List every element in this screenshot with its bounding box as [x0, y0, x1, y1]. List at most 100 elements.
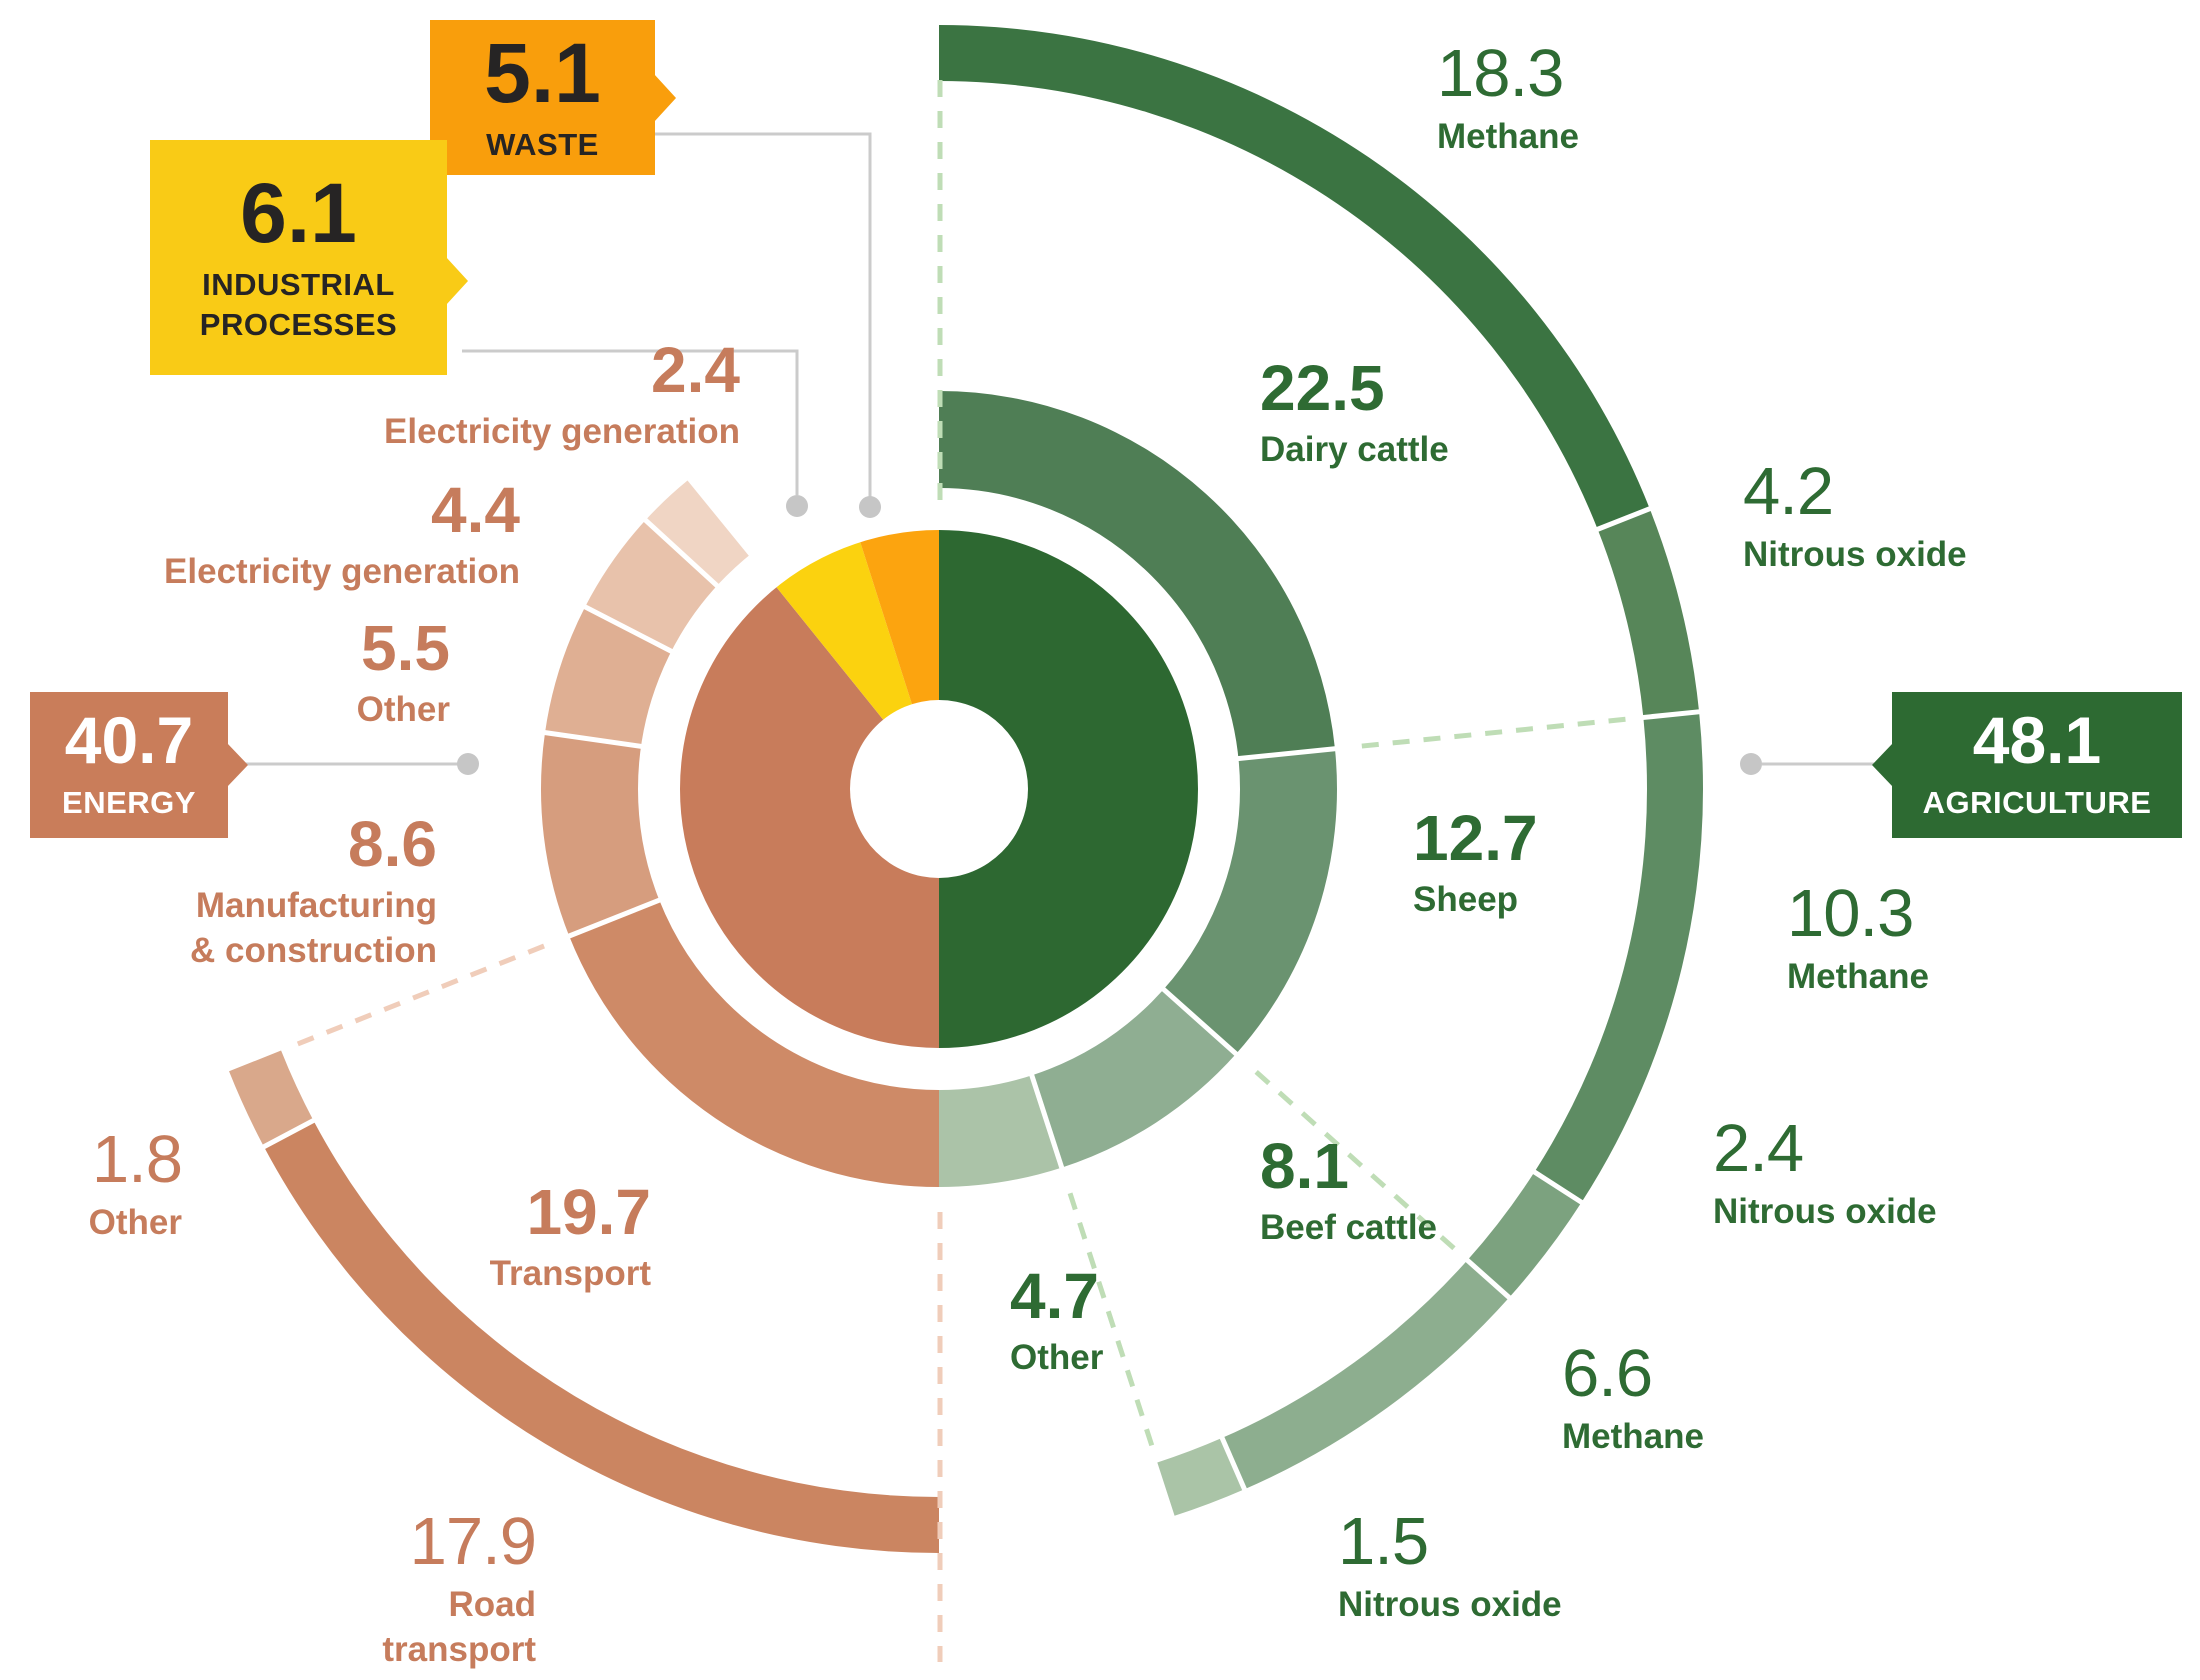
segment-divider: [639, 514, 724, 593]
label-energy-transport: 19.7 Transport: [490, 1180, 651, 1297]
callout-pointer-icon: [1872, 743, 1893, 787]
connector-dot-icon: [457, 753, 479, 775]
label-value: 4.4: [431, 474, 520, 546]
group-dashed-line: [1067, 1192, 1157, 1454]
label-energy-road-transport: 17.9 Road transport: [382, 1504, 537, 1673]
segment-divider: [1027, 1067, 1066, 1175]
energy-label: ENERGY: [62, 785, 196, 821]
center-hole: [850, 700, 1028, 878]
segment-divider: [562, 895, 667, 941]
pie-agriculture: [939, 529, 1199, 1049]
label-name: Other: [1010, 1338, 1104, 1377]
label-agri-sheep-methane: 10.3 Methane: [1787, 880, 1929, 1000]
segment-divider: [1637, 708, 1706, 721]
segment-divider: [538, 729, 649, 750]
segment-divider: [1156, 982, 1243, 1060]
waste-label: WASTE: [486, 126, 599, 162]
group-dashed-line: [289, 943, 545, 1050]
connector-dot-icon: [1740, 753, 1762, 775]
label-name: Electricity generation: [164, 552, 520, 591]
outer-beef-cattle-methane: [1222, 1260, 1510, 1490]
segment-divider: [257, 1115, 320, 1152]
mid-manufacturing-construction: [540, 732, 661, 937]
label-agri-dairy: 22.5 Dairy cattle: [1260, 356, 1449, 473]
label-agri-sheep-nitrous: 2.4 Nitrous oxide: [1713, 1115, 1937, 1235]
label-value: 6.6: [1562, 1336, 1653, 1411]
label-value: 22.5: [1260, 352, 1385, 424]
label-agri-beef-methane: 6.6 Methane: [1562, 1340, 1704, 1460]
label-agri-other: 4.7 Other: [1010, 1264, 1103, 1381]
callout-pointer-icon: [654, 73, 676, 122]
label-energy-manufacturing: 8.6 Manufacturing & construction: [190, 812, 437, 974]
label-energy-electricity: 4.4 Electricity generation: [164, 478, 520, 595]
label-name: Nitrous oxide: [1743, 535, 1967, 574]
outer-beef-cattle-nitrous-oxide: [1157, 1437, 1245, 1516]
segment-divider: [1528, 1166, 1588, 1208]
inner-white-ring: [638, 488, 1240, 1090]
connector-dot-icon: [786, 495, 808, 517]
label-value: 1.8: [91, 1122, 183, 1197]
label-value: 10.3: [1787, 876, 1914, 951]
label-value: 8.1: [1260, 1130, 1349, 1202]
label-name: Nitrous oxide: [1338, 1585, 1562, 1624]
label-energy-other-outer: 1.8 Other: [88, 1122, 183, 1246]
label-value: 4.2: [1743, 454, 1834, 529]
label-name: Nitrous oxide: [1713, 1192, 1937, 1231]
segment-divider: [1217, 1431, 1250, 1496]
label-name: Methane: [1437, 117, 1579, 156]
label-value: 12.7: [1413, 802, 1538, 874]
segment-divider: [1591, 504, 1657, 534]
waste-callout: 5.1 WASTE: [430, 20, 676, 175]
mid-other-agriculture-: [939, 1074, 1062, 1187]
label-name: Methane: [1562, 1417, 1704, 1456]
mid-transport: [569, 899, 939, 1187]
label-name: Methane: [1787, 957, 1929, 996]
waste-value: 5.1: [484, 25, 601, 120]
group-dashed-line: [1361, 715, 1634, 749]
label-value: 2.4: [651, 334, 740, 406]
segment-divider: [578, 601, 679, 657]
mid-electricity-generation: [645, 480, 750, 587]
label-name: Road transport: [382, 1585, 536, 1669]
callout-pointer-icon: [446, 257, 468, 305]
label-value: 8.6: [348, 808, 437, 880]
mid-other-energy-: [545, 606, 673, 747]
connector-dot-icon: [859, 496, 881, 518]
callout-pointer-icon: [227, 743, 248, 787]
label-energy-other-mid: 5.5 Other: [357, 616, 450, 733]
label-agri-dairy-nitrous: 4.2 Nitrous oxide: [1743, 458, 1967, 578]
mid-dairy-cattle: [939, 391, 1335, 759]
outer-sheep-methane: [1534, 711, 1703, 1203]
label-name: Beef cattle: [1260, 1208, 1438, 1247]
industrial-value: 6.1: [240, 166, 357, 261]
outer-dairy-cattle-nitrous-oxide: [1597, 508, 1700, 718]
group-dashed-line: [1254, 1070, 1462, 1256]
callout-connector-line: [655, 132, 872, 498]
mid-electricity-generation: [585, 520, 718, 652]
label-name: Manufacturing & construction: [190, 886, 437, 970]
label-name: Other: [88, 1203, 182, 1242]
mid-beef-cattle: [1031, 988, 1237, 1168]
energy-value: 40.7: [64, 703, 194, 778]
outer-dairy-cattle-methane: [939, 25, 1650, 530]
outer-road-transport: [263, 1120, 940, 1553]
label-name: Electricity generation: [384, 412, 740, 451]
outer-sheep-nitrous-oxide: [1467, 1172, 1582, 1298]
label-value: 18.3: [1437, 36, 1564, 111]
pie-energy: [678, 586, 939, 1049]
label-value: 1.5: [1338, 1504, 1429, 1579]
agriculture-callout: 48.1 AGRICULTURE: [1872, 692, 2182, 838]
label-value: 19.7: [526, 1176, 651, 1248]
label-name: Other: [356, 690, 450, 729]
label-agri-dairy-methane: 18.3 Methane: [1437, 40, 1579, 160]
label-value: 4.7: [1010, 1260, 1099, 1332]
agriculture-value: 48.1: [1972, 703, 2102, 778]
label-value: 17.9: [409, 1504, 537, 1579]
label-name: Dairy cattle: [1260, 430, 1449, 469]
label-value: 5.5: [361, 612, 450, 684]
label-name: Transport: [489, 1254, 651, 1293]
mid-sheep: [1162, 748, 1337, 1054]
